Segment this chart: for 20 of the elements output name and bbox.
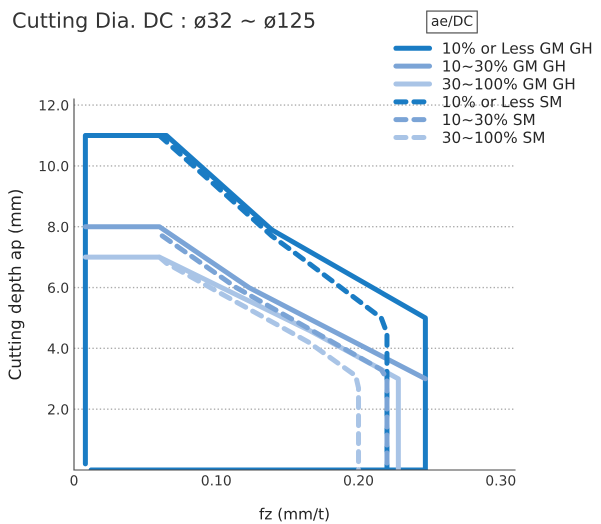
x-tick-label: 0 <box>70 475 78 486</box>
x-tick-label: 0.30 <box>486 475 516 486</box>
chart-title: Cutting Dia. DC : ø32 ~ ø125 <box>13 12 314 32</box>
legend-label: 30~100% SM <box>442 132 544 144</box>
legend-label: 10% or Less SM <box>443 96 561 108</box>
legend-label: 10~30% GM GH <box>443 60 565 72</box>
x-axis-title: fz (mm/t) <box>259 508 329 522</box>
y-tick-label: 4.0 <box>48 343 68 354</box>
x-tick-label: 0.20 <box>344 475 374 486</box>
y-tick-label: 10.0 <box>40 160 68 172</box>
legend-title: ae/DC <box>432 16 472 28</box>
y-tick-label: 12.0 <box>40 100 68 111</box>
legend-label: 10% or Less GM GH <box>443 42 592 54</box>
y-tick-label: 2.0 <box>48 404 68 415</box>
legend-label: 10~30% SM <box>443 114 534 126</box>
legend-label: 30~100% GM GH <box>442 78 574 90</box>
y-tick-label: 8.0 <box>48 222 68 232</box>
y-tick-label: 6.0 <box>48 282 68 294</box>
x-tick-label: 0.10 <box>202 475 231 486</box>
y-axis-title: Cutting depth ap (mm) <box>8 190 24 380</box>
